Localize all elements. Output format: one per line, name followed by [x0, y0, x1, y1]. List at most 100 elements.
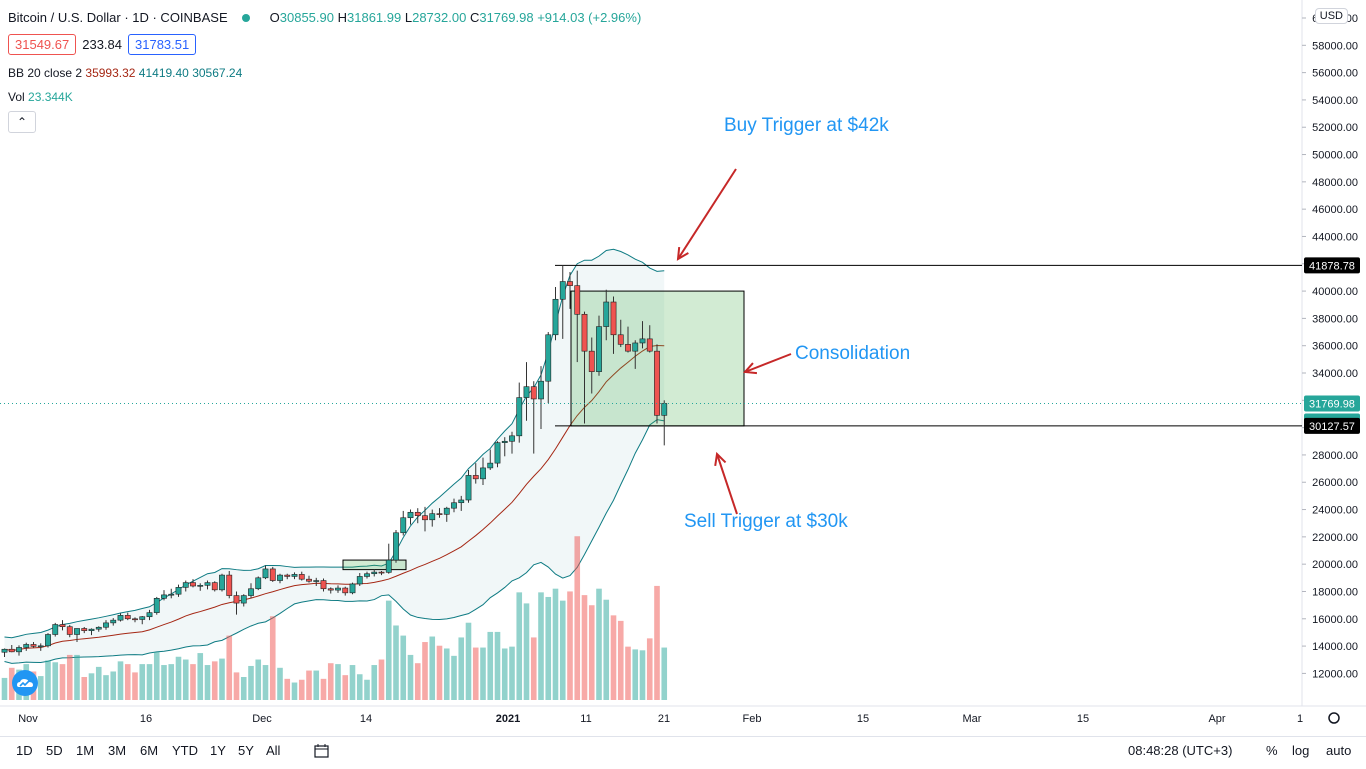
low-value: 28732.00 — [412, 10, 467, 25]
volume-bar — [168, 664, 175, 700]
log-scale-toggle[interactable]: log — [1292, 743, 1310, 758]
volume-bar — [581, 595, 588, 700]
symbol-title[interactable]: Bitcoin / U.S. Dollar · 1D · COINBASE — [8, 10, 228, 25]
close-value: 31769.98 — [479, 10, 534, 25]
candle-body — [378, 571, 385, 574]
candle-body — [538, 380, 544, 400]
candle-body — [66, 626, 73, 635]
candle-body — [335, 587, 341, 591]
date-range-icon[interactable] — [313, 743, 331, 762]
bollinger-legend[interactable]: BB 20 close 2 35993.32 41419.40 30567.24 — [8, 66, 242, 80]
candle-body — [472, 475, 479, 480]
candle-body — [385, 559, 392, 573]
y-tick-label: 18000.00 — [1312, 586, 1358, 598]
volume-bar — [523, 603, 530, 700]
range-1d[interactable]: 1D — [16, 743, 33, 758]
range-all[interactable]: All — [266, 743, 281, 758]
candle-body — [407, 511, 414, 519]
candle-body — [161, 594, 167, 599]
auto-scale-toggle[interactable]: auto — [1326, 743, 1352, 758]
candle-body — [291, 574, 298, 577]
y-tick-label: 54000.00 — [1312, 95, 1358, 107]
consolidation-annotation: Consolidation — [795, 343, 911, 364]
volume-bar — [625, 646, 631, 700]
volume-legend[interactable]: Vol 23.344K — [8, 90, 73, 104]
price-chart[interactable]: 12000.00 14000.00 16000.00 18000.00 20000.00… — [0, 0, 1366, 736]
x-tick-label: Apr — [1208, 713, 1225, 725]
volume-bar — [588, 605, 595, 700]
clock-display[interactable]: 08:48:28 (UTC+3) — [1128, 743, 1233, 758]
volume-bar — [596, 588, 602, 700]
candle-body — [132, 618, 138, 621]
buy-price-button[interactable]: 31783.51 — [128, 34, 197, 55]
volume-bar — [327, 663, 334, 700]
candle-body — [349, 583, 356, 594]
range-1y[interactable]: 1Y — [210, 743, 226, 758]
volume-bar — [81, 677, 88, 700]
candle-body — [175, 587, 182, 595]
candle-body — [88, 628, 95, 631]
candle-body — [81, 628, 88, 631]
percent-scale-toggle[interactable]: % — [1266, 743, 1278, 758]
range-5d[interactable]: 5D — [46, 743, 63, 758]
sell-trigger-annotation: Sell Trigger at $30k — [684, 511, 848, 532]
candle-body — [139, 616, 146, 620]
tradingview-logo[interactable] — [12, 670, 38, 696]
range-ytd[interactable]: YTD — [172, 743, 198, 758]
bb-basis-value: 35993.32 — [85, 66, 136, 80]
candle-body — [654, 350, 660, 416]
spread-value: 233.84 — [82, 37, 122, 52]
bb-upper-value: 41419.40 — [138, 66, 189, 80]
range-5y[interactable]: 5Y — [238, 743, 254, 758]
range-1m[interactable]: 1M — [76, 743, 95, 758]
x-tick-label: Dec — [252, 713, 272, 725]
candle-body — [574, 285, 581, 315]
high-value: 31861.99 — [347, 10, 402, 25]
volume-bar — [465, 622, 472, 700]
volume-bar — [182, 659, 189, 700]
volume-bar — [480, 647, 486, 700]
candle-body — [603, 301, 610, 327]
volume-bar — [74, 654, 80, 700]
volume-bar — [356, 674, 363, 700]
candle-body — [523, 386, 530, 398]
range-6m[interactable]: 6M — [140, 743, 159, 758]
candle-body — [567, 281, 573, 286]
collapse-legend-button[interactable]: ⌃ — [8, 111, 36, 133]
volume-bar — [552, 588, 559, 700]
currency-button[interactable]: USD — [1314, 8, 1348, 24]
y-tick-label: 28000.00 — [1312, 450, 1358, 462]
buy-arrow-head — [676, 246, 689, 261]
candle-body — [400, 517, 407, 534]
candle-body — [153, 598, 160, 613]
volume-bar — [240, 677, 247, 700]
candle-body — [588, 350, 595, 372]
candle-body — [327, 588, 334, 591]
volume-bar — [443, 648, 450, 700]
y-tick-label: 36000.00 — [1312, 341, 1358, 353]
volume-bar — [248, 665, 254, 700]
vol-label: Vol — [8, 90, 25, 104]
volume-bar — [37, 676, 44, 700]
open-value: 30855.90 — [279, 10, 334, 25]
support-price-label: 30127.57 — [1309, 421, 1355, 433]
range-3m[interactable]: 3M — [108, 743, 127, 758]
candle-body — [552, 298, 559, 336]
x-tick-label: 14 — [360, 713, 372, 725]
x-tick-label: Nov — [18, 713, 38, 725]
candle-body — [559, 281, 566, 300]
candle-body — [320, 580, 327, 590]
support-price-label-bg — [1304, 417, 1360, 434]
sell-price-button[interactable]: 31549.67 — [8, 34, 77, 55]
candle-body — [494, 442, 501, 464]
volume-bar — [400, 635, 407, 700]
y-tick-label: 20000.00 — [1312, 559, 1358, 571]
candle-body — [74, 628, 80, 635]
candle-body — [509, 435, 515, 442]
volume-bar — [226, 635, 233, 700]
volume-bar — [436, 645, 443, 700]
y-tick-label: 14000.00 — [1312, 641, 1358, 653]
candle-body — [465, 475, 472, 501]
candle-body — [1, 648, 8, 653]
candle-body — [204, 582, 211, 586]
